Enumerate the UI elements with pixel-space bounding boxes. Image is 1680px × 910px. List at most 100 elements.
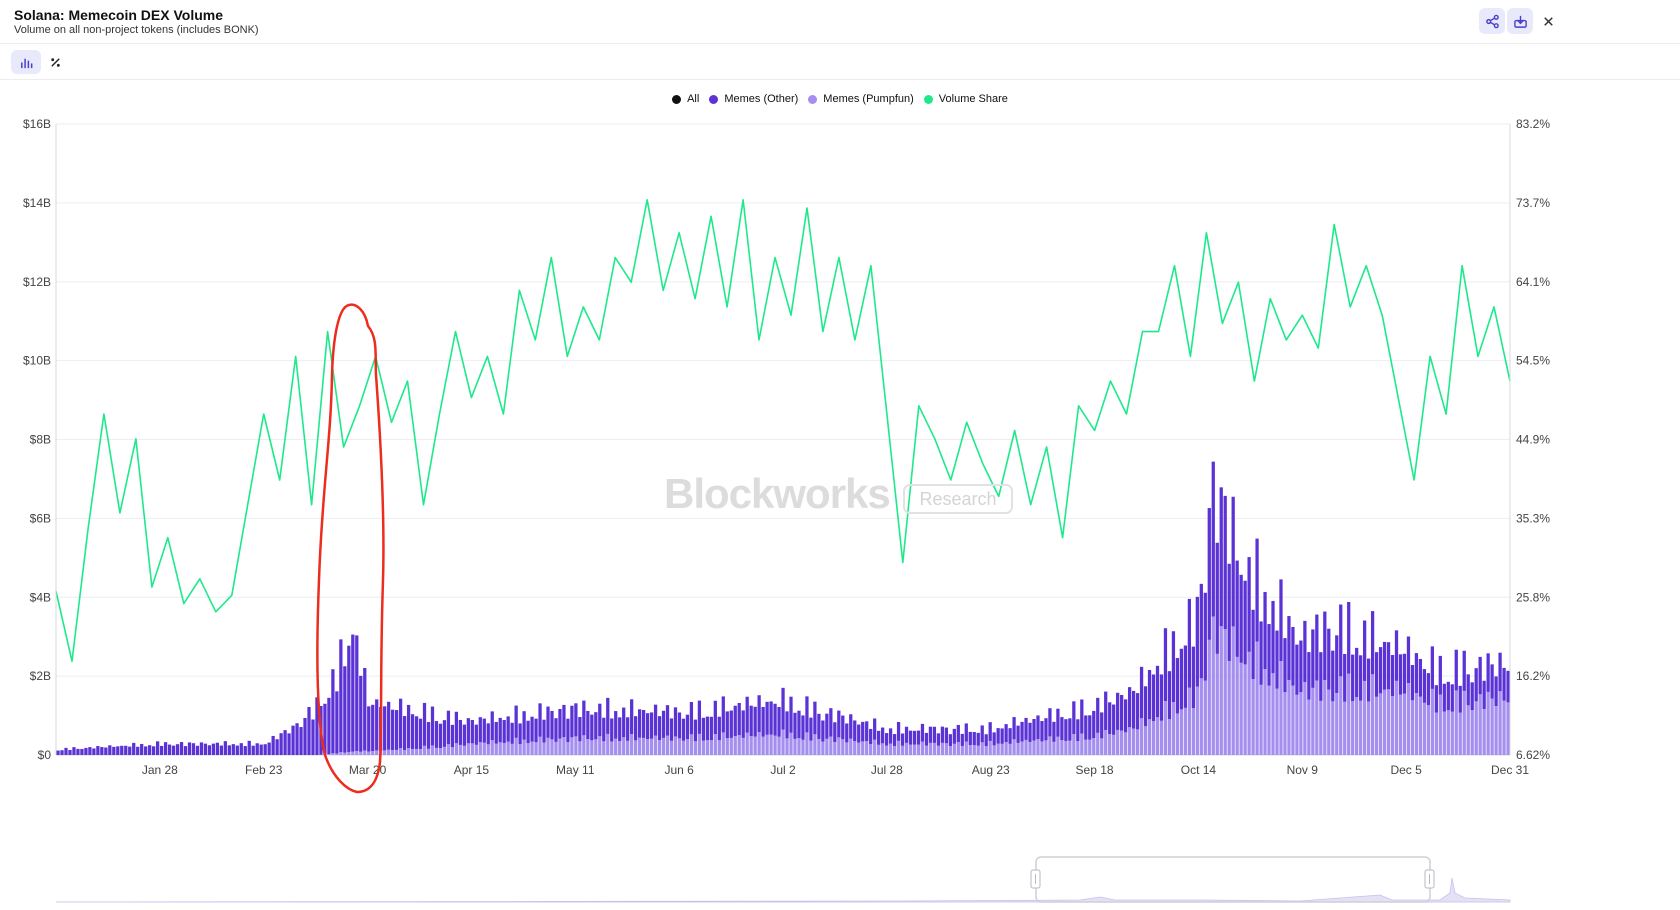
bar-memes-pumpfun — [1020, 741, 1024, 755]
bar-memes-other — [936, 733, 941, 746]
bar-memes-other — [112, 746, 116, 755]
bar-memes-pumpfun — [1239, 662, 1243, 755]
bar-memes-other — [1446, 681, 1450, 711]
bar-memes-other — [1506, 670, 1510, 703]
bar-memes-pumpfun — [845, 742, 849, 755]
bar-memes-pumpfun — [1215, 653, 1219, 755]
bar-memes-pumpfun — [1004, 742, 1008, 755]
bar-memes-pumpfun — [602, 741, 606, 755]
bar-memes-pumpfun — [387, 749, 391, 755]
bar-memes-pumpfun — [1227, 660, 1231, 755]
bar-memes-pumpfun — [1012, 739, 1016, 755]
bar-memes-other — [641, 709, 646, 738]
y-right-tick-label: 64.1% — [1516, 275, 1550, 289]
legend-item-memes-pumpfun[interactable]: Memes (Pumpfun) — [808, 93, 914, 105]
bar-memes-pumpfun — [1223, 628, 1227, 755]
bar-memes-pumpfun — [1139, 718, 1144, 755]
bar-memes-pumpfun — [713, 734, 717, 755]
bar-memes-other — [1108, 702, 1112, 735]
bar-memes-other — [1299, 640, 1303, 693]
bar-memes-other — [1243, 580, 1247, 665]
bar-memes-pumpfun — [558, 738, 562, 755]
bar-memes-pumpfun — [1482, 708, 1486, 755]
bar-memes-pumpfun — [665, 735, 670, 755]
chart-plot[interactable]: $0 6.62% $2B 16.2% $4B 25.8% $6B 35.3% $8B 44.9% $… — [0, 110, 1680, 800]
bar-memes-other — [837, 710, 841, 738]
bar-memes-other — [892, 734, 897, 747]
legend-swatch-volume-share — [923, 94, 933, 104]
bar-memes-other — [1502, 667, 1506, 701]
bar-memes-other — [809, 717, 813, 741]
bar-memes-other — [948, 734, 952, 747]
share-button[interactable] — [1479, 8, 1505, 34]
bar-memes-other — [829, 708, 833, 737]
legend-item-memes-other[interactable]: Memes (Other) — [709, 93, 798, 105]
download-button[interactable] — [1507, 8, 1533, 34]
line-volume-share — [55, 199, 1511, 662]
bar-memes-pumpfun — [1155, 717, 1160, 755]
bar-memes-pumpfun — [769, 734, 773, 755]
watermark-brand: Blockworks — [664, 470, 891, 517]
bar-memes-pumpfun — [853, 741, 857, 755]
bar-memes-other — [1127, 687, 1132, 728]
x-tick-label: Jun 6 — [664, 763, 694, 777]
bar-memes-pumpfun — [1370, 674, 1375, 755]
bar-memes-pumpfun — [1390, 696, 1395, 755]
bar-memes-pumpfun — [474, 744, 478, 755]
percent-view-button[interactable] — [40, 50, 70, 74]
bar-memes-pumpfun — [1203, 680, 1207, 755]
range-navigator[interactable] — [0, 855, 1680, 910]
bar-memes-other — [813, 701, 817, 735]
legend-item-all[interactable]: All — [672, 93, 699, 105]
bar-memes-pumpfun — [912, 744, 917, 755]
legend-item-volume-share[interactable]: Volume Share — [923, 93, 1008, 105]
bar-memes-other — [1060, 717, 1064, 741]
bar-memes-other — [677, 712, 682, 739]
bar-memes-other — [713, 700, 717, 735]
bar-memes-pumpfun — [546, 737, 550, 755]
bar-memes-pumpfun — [1398, 694, 1403, 755]
bar-memes-other — [1211, 461, 1215, 617]
bar-memes-pumpfun — [717, 740, 721, 755]
bar-memes-pumpfun — [530, 741, 534, 755]
navigator-window[interactable] — [1035, 856, 1431, 903]
bar-memes-other — [849, 714, 853, 739]
bar-memes-pumpfun — [1462, 690, 1466, 755]
y-right-tick-label: 35.3% — [1516, 511, 1550, 525]
bar-memes-other — [1116, 692, 1120, 730]
bar-memes-other — [387, 701, 391, 750]
navigator-handle-right[interactable] — [1424, 869, 1435, 889]
bar-memes-other — [725, 711, 729, 739]
bar-memes-other — [1112, 704, 1116, 735]
bar-memes-other — [1175, 658, 1180, 714]
bar-memes-other — [733, 705, 737, 737]
bar-memes-other — [908, 730, 913, 745]
bar-memes-other — [924, 732, 929, 746]
bar-memes-pumpfun — [458, 744, 463, 755]
bar-memes-pumpfun — [928, 742, 933, 755]
bar-memes-pumpfun — [498, 742, 502, 755]
x-tick-label: Dec 5 — [1390, 763, 1422, 777]
absolute-view-button[interactable] — [11, 50, 41, 74]
bar-memes-pumpfun — [343, 752, 347, 755]
legend-label-volume-share: Volume Share — [938, 93, 1008, 105]
bar-memes-other — [745, 696, 749, 733]
bar-memes-other — [434, 721, 439, 748]
bar-memes-other — [570, 705, 574, 738]
close-button[interactable] — [1535, 8, 1561, 34]
bar-memes-other — [391, 709, 395, 751]
bar-memes-pumpfun — [1279, 661, 1283, 755]
navigator-handle-left[interactable] — [1030, 869, 1041, 889]
chart-subtitle: Volume on all non-project tokens (includ… — [14, 24, 259, 36]
bar-memes-other — [199, 742, 204, 755]
bar-memes-other — [104, 747, 108, 755]
bar-memes-pumpfun — [478, 742, 482, 755]
share-icon — [1485, 14, 1499, 28]
bar-memes-other — [932, 726, 937, 743]
bar-memes-other — [235, 745, 239, 755]
bar-memes-pumpfun — [992, 745, 996, 755]
bar-memes-other — [116, 746, 120, 755]
x-tick-label: May 11 — [556, 763, 595, 777]
bar-memes-pumpfun — [626, 740, 630, 755]
bar-memes-pumpfun — [1343, 701, 1347, 755]
